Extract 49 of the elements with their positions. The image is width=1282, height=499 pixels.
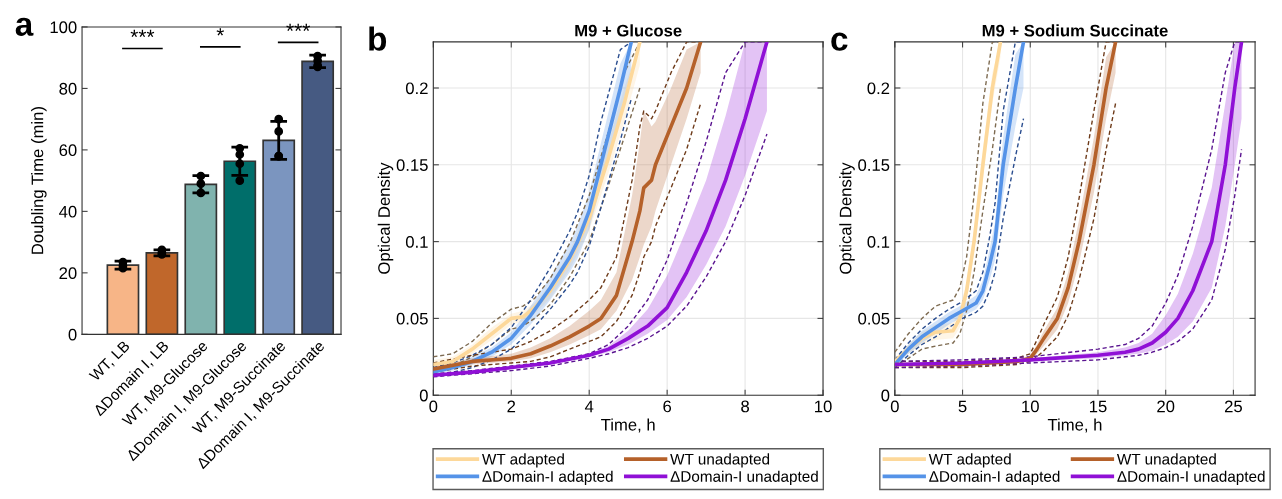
- y-tick-label: 0.15: [396, 159, 428, 171]
- y-axis-title: Doubling Time (min): [31, 107, 47, 254]
- annotation: ***: [286, 23, 311, 31]
- legend-label: ΔDomain-I unadapted: [1117, 470, 1265, 485]
- x-tick-label: 4: [584, 400, 594, 413]
- annotation: ***: [130, 29, 155, 38]
- y-tick-label: 0.15: [858, 159, 890, 171]
- legend-label: ΔDomain-I unadapted: [670, 470, 818, 485]
- x-tick-label: 10: [815, 400, 832, 413]
- legend-label: WT unadapted: [1116, 453, 1216, 468]
- text: b: [369, 26, 387, 51]
- y-tick-label: 0: [881, 389, 890, 402]
- y-tick-label: 20: [59, 267, 77, 280]
- x-tick-label: 5: [958, 400, 967, 413]
- x-tick-label: 6: [663, 400, 672, 413]
- y-tick-label: 40: [59, 205, 77, 218]
- x-axis-title: Time, h: [1047, 418, 1102, 433]
- y-axis-title: Optical Density: [839, 162, 855, 274]
- x-tick-label: 0: [890, 400, 899, 413]
- y-tick-label: 0: [419, 389, 428, 402]
- y-tick-label: 0.2: [867, 82, 890, 95]
- annotation: *: [216, 28, 225, 36]
- chart-title: M9 + Glucose: [575, 24, 682, 37]
- y-tick-label: 80: [59, 82, 77, 95]
- y-tick-label: 0.2: [405, 82, 428, 95]
- x-tick-label: 20: [1157, 400, 1175, 413]
- x-tick-label: 0: [429, 400, 438, 413]
- y-tick-label: 0.1: [405, 236, 428, 248]
- y-tick-label: 60: [59, 144, 77, 157]
- legend-label: WT unadapted: [670, 453, 770, 468]
- x-tick-label: 2: [507, 400, 516, 413]
- legend-label: WT adapted: [928, 453, 1011, 468]
- chart-title: M9 + Sodium Succinate: [982, 24, 1168, 37]
- x-tick-label: 15: [1089, 400, 1107, 413]
- x-tick-label: 8: [741, 400, 750, 413]
- x-tick-label: 25: [1224, 400, 1242, 413]
- y-tick-label: 0.1: [867, 236, 890, 248]
- y-tick-label: 0: [68, 328, 77, 341]
- legend-label: WT adapted: [482, 453, 564, 468]
- text: a: [15, 17, 34, 36]
- x-axis-title: Time, h: [601, 418, 655, 433]
- text: c: [831, 32, 848, 51]
- y-tick-label: 100: [50, 21, 77, 34]
- x-tick-label: 10: [1022, 400, 1039, 413]
- legend-label: ΔDomain-I adapted: [929, 470, 1060, 485]
- legend-label: ΔDomain-I adapted: [482, 470, 613, 485]
- y-tick-label: 0.05: [858, 312, 890, 325]
- y-axis-title: Optical Density: [377, 162, 394, 274]
- y-tick-label: 0.05: [396, 312, 428, 325]
